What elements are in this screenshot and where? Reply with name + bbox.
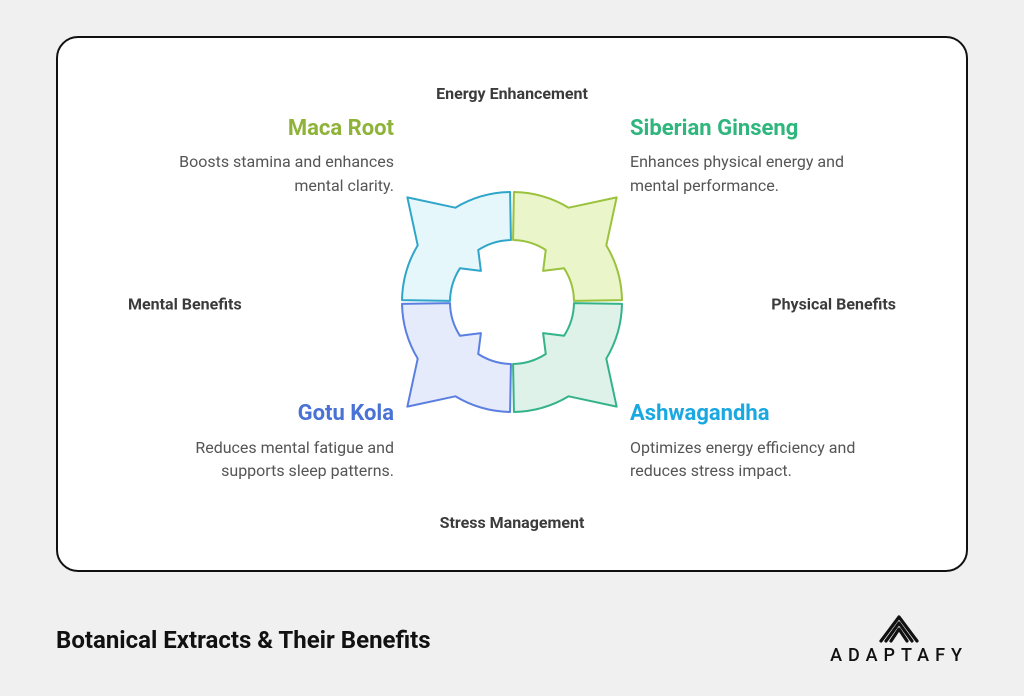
item-desc: Optimizes energy efficiency and reduces … <box>630 436 890 482</box>
item-desc: Reduces mental fatigue and supports slee… <box>134 436 394 482</box>
item-maca-root: Maca Root Boosts stamina and enhances me… <box>134 116 394 197</box>
cycle-segment-tl <box>402 192 511 301</box>
cycle-segment-tr <box>513 192 622 301</box>
item-title: Ashwagandha <box>630 401 890 427</box>
item-desc: Boosts stamina and enhances mental clari… <box>134 150 394 196</box>
item-title: Maca Root <box>134 116 394 142</box>
cycle-segment-bl <box>402 303 511 412</box>
item-title: Gotu Kola <box>134 401 394 427</box>
brand-icon <box>875 611 923 643</box>
item-desc: Enhances physical energy and mental perf… <box>630 150 890 196</box>
cycle-diagram <box>382 172 642 436</box>
item-ashwagandha: Ashwagandha Optimizes energy efficiency … <box>630 401 890 482</box>
axis-left: Mental Benefits <box>128 295 242 314</box>
item-gotu-kola: Gotu Kola Reduces mental fatigue and sup… <box>134 401 394 482</box>
axis-right: Physical Benefits <box>771 295 896 314</box>
page-title: Botanical Extracts & Their Benefits <box>56 626 431 654</box>
axis-top: Energy Enhancement <box>436 84 588 103</box>
cycle-segment-br <box>513 303 622 412</box>
content-card: Energy Enhancement Stress Management Men… <box>56 36 968 572</box>
item-title: Siberian Ginseng <box>630 116 890 142</box>
brand-logo: ADAPTAFY <box>830 611 968 666</box>
brand-name: ADAPTAFY <box>830 645 968 666</box>
item-siberian-ginseng: Siberian Ginseng Enhances physical energ… <box>630 116 890 197</box>
axis-bottom: Stress Management <box>440 513 585 532</box>
